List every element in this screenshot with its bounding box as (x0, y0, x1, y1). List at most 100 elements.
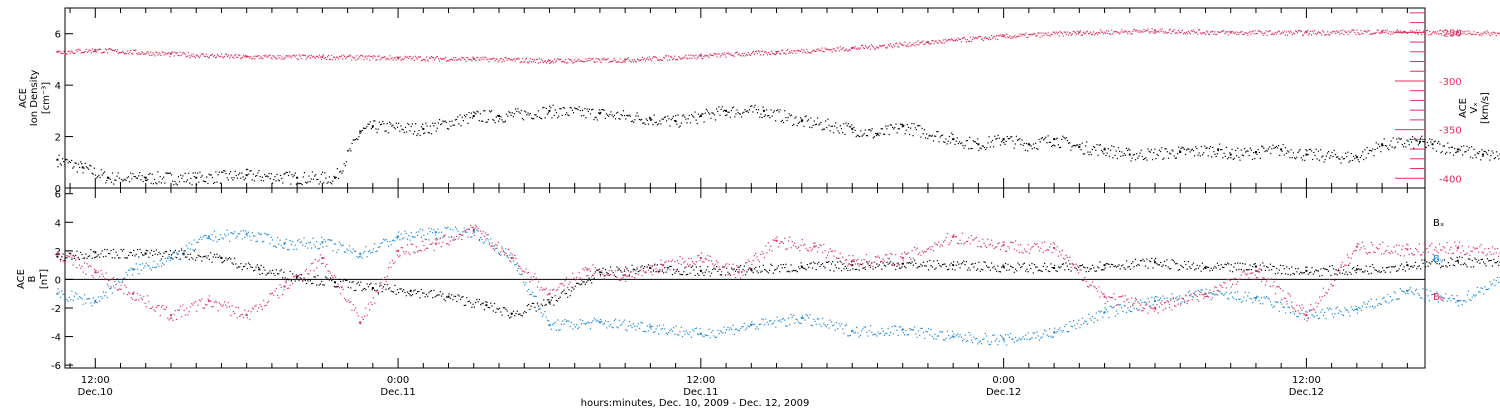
density-point (772, 111, 774, 113)
velocity-point (1301, 34, 1304, 36)
velocity-point (215, 56, 218, 58)
velocity-point (339, 55, 341, 58)
by-point (403, 237, 405, 239)
by-point (606, 327, 608, 329)
density-point (1314, 154, 1316, 157)
bx-point (104, 248, 106, 251)
velocity-point (1174, 32, 1176, 34)
velocity-point (468, 59, 470, 61)
bx-point (955, 264, 957, 266)
density-point (1208, 147, 1210, 150)
bx-point (1454, 264, 1456, 267)
density-point (411, 123, 413, 125)
bx-point (1220, 264, 1222, 266)
velocity-point (1129, 31, 1131, 33)
density-point (932, 140, 935, 142)
density-point (572, 112, 575, 114)
density-point (803, 125, 805, 128)
velocity-point (1239, 31, 1241, 34)
velocity-point (294, 56, 296, 58)
velocity-point (1178, 31, 1180, 33)
bx-point (274, 274, 276, 277)
velocity-point (1389, 33, 1391, 36)
velocity-point (1026, 36, 1028, 39)
velocity-point (455, 56, 457, 59)
bx-point (1329, 265, 1331, 267)
velocity-point (618, 61, 620, 63)
bx-point (1021, 266, 1023, 268)
velocity-point (1484, 31, 1486, 33)
velocity-point (1150, 30, 1152, 33)
density-point (1364, 149, 1366, 151)
density-point (1405, 146, 1407, 148)
bx-point (1366, 270, 1369, 272)
by-point (112, 285, 115, 287)
velocity-point (367, 55, 369, 57)
bx-point (153, 250, 155, 252)
bx-point (1192, 262, 1195, 264)
bx-point (1374, 269, 1376, 271)
bx-point (164, 251, 166, 253)
by-point (244, 236, 246, 239)
velocity-point (1042, 32, 1044, 34)
bx-point (1151, 257, 1153, 259)
density-point (820, 121, 822, 124)
bx-point (498, 307, 501, 310)
bx-point (307, 280, 309, 282)
density-point (1144, 158, 1146, 160)
bx-point (1228, 263, 1230, 265)
velocity-point (443, 58, 446, 60)
bx-point (1266, 266, 1268, 268)
density-point (983, 146, 986, 149)
velocity-point (1123, 31, 1125, 33)
velocity-point (677, 58, 679, 61)
bx-point (1008, 269, 1010, 271)
velocity-point (629, 60, 631, 62)
density-point (1140, 149, 1142, 151)
by-point (495, 247, 497, 250)
by-point (525, 282, 527, 284)
bx-point (1411, 265, 1413, 267)
velocity-point (1029, 33, 1031, 35)
by-point (559, 329, 561, 331)
velocity-point (1079, 30, 1082, 32)
velocity-point (953, 39, 955, 41)
velocity-point (118, 52, 121, 54)
by-point (472, 229, 475, 232)
density-point (1106, 152, 1108, 154)
velocity-point (1213, 33, 1215, 35)
density-point (1393, 147, 1396, 149)
density-point (661, 118, 663, 120)
density-point (879, 132, 881, 134)
density-point (896, 132, 898, 134)
velocity-point (183, 52, 185, 54)
density-point (1011, 136, 1013, 138)
density-point (813, 120, 815, 122)
by-point (549, 324, 551, 326)
velocity-point (485, 57, 487, 59)
bx-point (697, 273, 699, 275)
velocity-point (1471, 33, 1473, 36)
bx-point (288, 279, 290, 281)
velocity-point (773, 53, 775, 55)
density-point (1217, 148, 1220, 151)
density-point (1016, 139, 1019, 141)
density-point (586, 108, 588, 110)
bx-point (818, 261, 820, 263)
density-point (693, 116, 695, 118)
by-point (96, 302, 98, 304)
velocity-point (163, 54, 165, 56)
by-point (1154, 299, 1157, 302)
velocity-point (236, 56, 238, 59)
density-point (1343, 157, 1346, 160)
density-point (1056, 137, 1058, 139)
by-point (422, 229, 424, 231)
bx-point (796, 271, 798, 273)
density-point (649, 117, 652, 120)
density-point (895, 123, 897, 125)
bx-point (726, 267, 728, 269)
density-point (178, 181, 181, 183)
density-point (1081, 142, 1083, 144)
bx-point (1355, 268, 1358, 271)
density-point (880, 128, 882, 130)
